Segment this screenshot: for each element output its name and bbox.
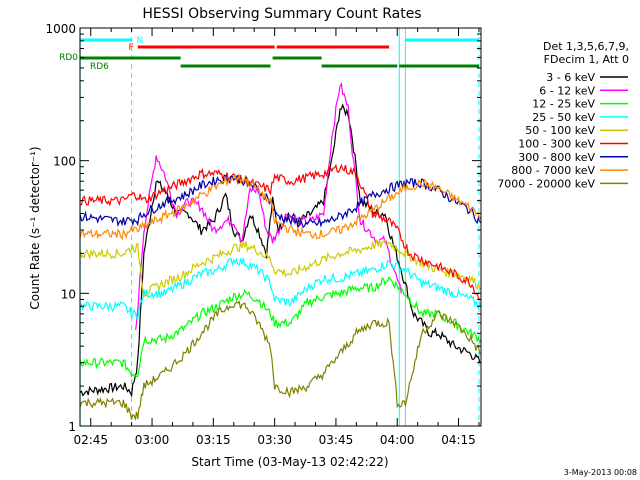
segment-label-rd6: RD6 [90,62,109,72]
legend-label-5: 100 - 300 keV [518,138,595,151]
legend-label-8: 7000 - 20000 keV [497,177,595,190]
segment-label-n: N [137,36,144,46]
series-layer [79,81,482,422]
series-line-6 [79,174,482,229]
footer-date: 3-May-2013 00:08 [564,468,637,477]
x-axis-label: Start Time (03-May-13 02:42:22) [191,455,388,469]
x-tick-label-3: 03:30 [257,433,292,447]
x-tick-label-5: 04:00 [380,433,415,447]
series-line-5 [79,163,482,301]
x-tick-label-6: 04:15 [441,433,476,447]
mode-segments: NF RD0 RD6 [59,36,479,72]
series-line-7 [79,173,482,241]
x-axis: 02:45 03:00 03:15 03:30 03:45 04:00 04:15 [73,28,480,447]
legend: Det 1,3,5,6,7,9, FDecim 1, Att 0 3 - 6 k… [497,40,629,190]
legend-label-3: 25 - 50 keV [532,111,595,124]
y-tick-label-3: 1000 [45,22,76,36]
series-line-3 [79,257,482,320]
series-line-2 [79,275,482,378]
legend-label-1: 6 - 12 keV [539,84,595,97]
y-tick-label-0: 1 [68,420,76,434]
legend-label-7: 800 - 7000 keV [511,164,595,177]
legend-header-decimation: FDecim 1, Att 0 [544,53,629,66]
legend-label-2: 12 - 25 keV [532,98,595,111]
segment-label-rd0: RD0 [59,53,78,63]
y-axis-label: Count Rate (s⁻¹ detector⁻¹) [28,146,42,309]
y-axis: 1 10 100 1000 [45,22,481,434]
legend-header-detectors: Det 1,3,5,6,7,9, [543,40,629,53]
y-tick-label-1: 10 [61,287,76,301]
legend-label-4: 50 - 100 keV [525,124,595,137]
legend-label-6: 300 - 800 keV [518,151,595,164]
legend-label-0: 3 - 6 keV [546,71,595,84]
x-tick-label-1: 03:00 [135,433,170,447]
x-tick-label-2: 03:15 [196,433,231,447]
x-tick-label-0: 02:45 [73,433,108,447]
segment-label-f: F [129,43,134,53]
series-line-1 [135,81,402,331]
y-tick-label-2: 100 [53,155,76,169]
x-tick-label-4: 03:45 [319,433,354,447]
chart-title: HESSI Observing Summary Count Rates [142,6,421,22]
series-line-8 [79,300,482,422]
plot-frame [79,27,482,427]
